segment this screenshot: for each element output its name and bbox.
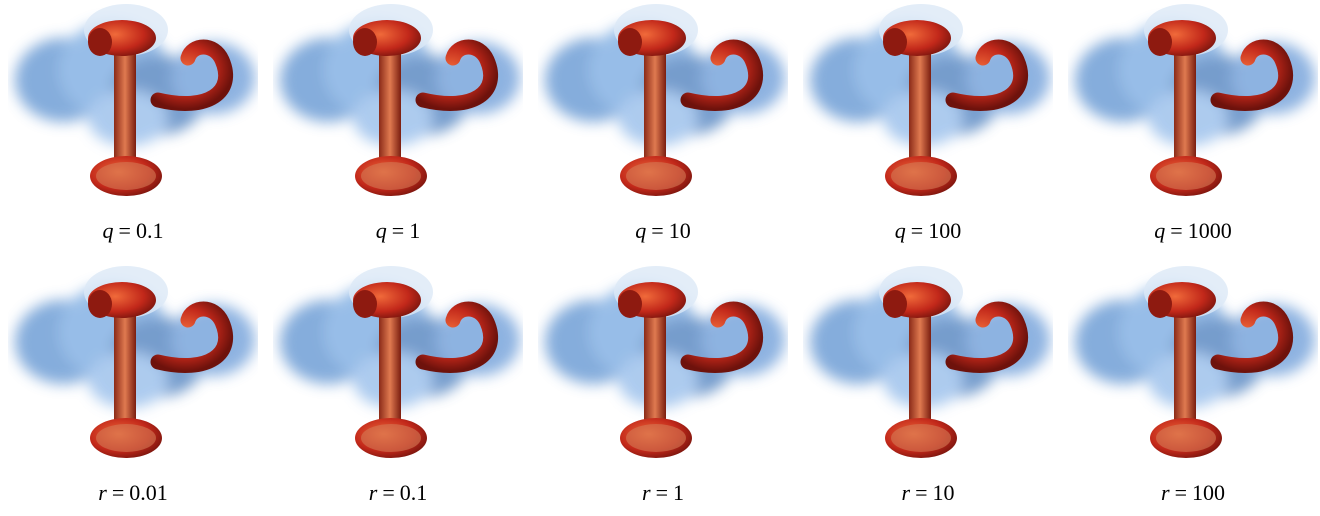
caption-value: 10: [932, 480, 954, 505]
panel: r=10: [810, 266, 1050, 505]
caption-value: 0.1: [136, 218, 164, 243]
caption-symbol: r: [902, 480, 911, 505]
caption-symbol: q: [895, 218, 906, 243]
caption-symbol: q: [376, 218, 387, 243]
panel-caption: r=10: [902, 480, 955, 505]
caption-value: 0.01: [129, 480, 168, 505]
panel-caption: r=0.01: [98, 480, 167, 505]
simulation-render: [15, 266, 255, 458]
caption-value: 1000: [1188, 218, 1232, 243]
panel: q=1000: [1075, 4, 1315, 243]
panel-caption: r=0.1: [369, 480, 427, 505]
simulation-render: [545, 266, 785, 458]
simulation-render: [15, 4, 255, 196]
caption-relation: =: [915, 480, 927, 505]
panel-caption: r=100: [1161, 480, 1225, 505]
caption-relation: =: [651, 218, 663, 243]
panel: r=100: [1075, 266, 1315, 505]
caption-value: 100: [928, 218, 961, 243]
caption-relation: =: [1170, 218, 1182, 243]
figure: q=0.1q=1q=10q=100q=1000r=0.01r=0.1r=1r=1…: [0, 0, 1320, 516]
panel: q=10: [545, 4, 785, 243]
caption-relation: =: [911, 218, 923, 243]
panel-caption: r=1: [642, 480, 684, 505]
caption-value: 1: [409, 218, 420, 243]
simulation-render: [545, 4, 785, 196]
panel-caption: q=0.1: [103, 218, 164, 243]
panel-caption: q=1000: [1154, 218, 1231, 243]
caption-symbol: r: [369, 480, 378, 505]
caption-value: 1: [673, 480, 684, 505]
panel: q=1: [280, 4, 520, 243]
panel: q=0.1: [15, 4, 255, 243]
caption-relation: =: [119, 218, 131, 243]
caption-relation: =: [112, 480, 124, 505]
panel: r=1: [545, 266, 785, 505]
simulation-render: [280, 4, 520, 196]
panel: r=0.1: [280, 266, 520, 505]
panel-caption: q=100: [895, 218, 961, 243]
caption-symbol: r: [98, 480, 107, 505]
simulation-render: [810, 4, 1050, 196]
panel-caption: q=1: [376, 218, 420, 243]
caption-symbol: q: [1154, 218, 1165, 243]
simulation-render: [1075, 266, 1315, 458]
caption-relation: =: [392, 218, 404, 243]
caption-value: 10: [669, 218, 691, 243]
simulation-render: [810, 266, 1050, 458]
panel-caption: q=10: [635, 218, 690, 243]
caption-relation: =: [382, 480, 394, 505]
simulation-render: [1075, 4, 1315, 196]
caption-value: 100: [1192, 480, 1225, 505]
caption-symbol: q: [103, 218, 114, 243]
caption-relation: =: [656, 480, 668, 505]
caption-value: 0.1: [400, 480, 428, 505]
panel: q=100: [810, 4, 1050, 243]
caption-symbol: r: [642, 480, 651, 505]
caption-relation: =: [1175, 480, 1187, 505]
simulation-render: [280, 266, 520, 458]
panel: r=0.01: [15, 266, 255, 505]
caption-symbol: r: [1161, 480, 1170, 505]
caption-symbol: q: [635, 218, 646, 243]
